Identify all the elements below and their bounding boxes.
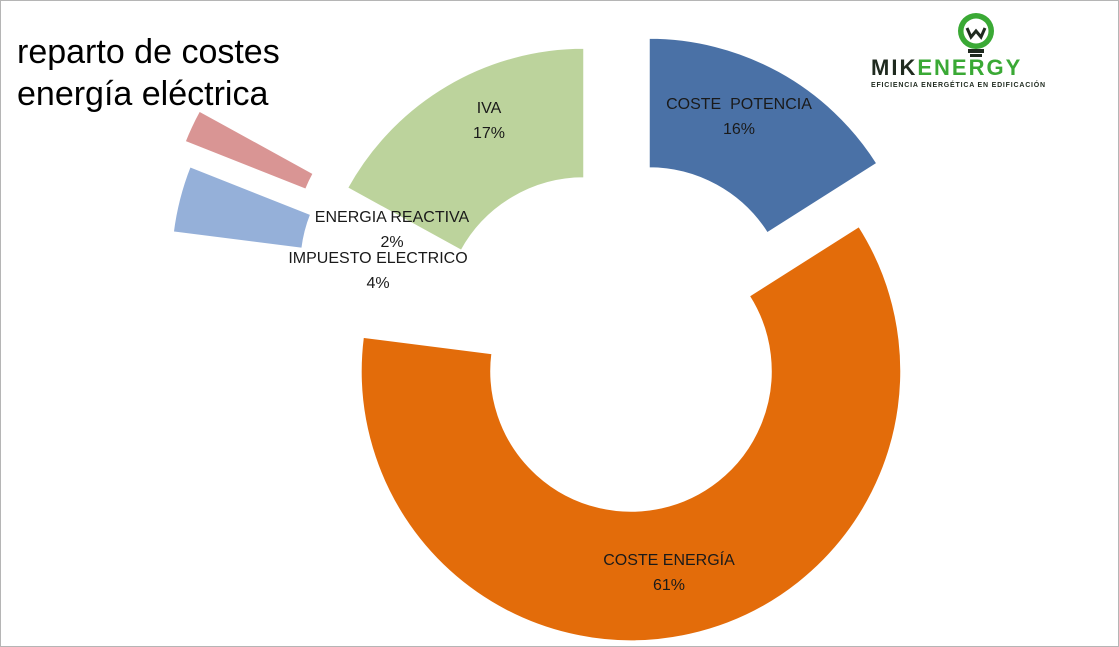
slice-impuesto-electrico [172,165,312,250]
slice-label-value: 61% [653,577,685,594]
slice-label: COSTE POTENCIA 16% [666,96,812,138]
slice-label-value: 4% [366,275,389,292]
chart-title: reparto de costes energía eléctrica [17,31,280,115]
logo-brand-part1: MIK [871,55,917,80]
chart-labels: COSTE POTENCIA 16% COSTE ENERGÍA 61% IMPUEST… [288,96,812,594]
svg-text:MIKENERGY: MIKENERGY [871,55,1022,80]
slice-label-name: ENERGIA REACTIVA [315,209,470,226]
logo-tagline: EFICIENCIA ENERGÉTICA EN EDIFICACIÓN [871,80,1046,89]
lightbulb-logo-icon [958,13,994,57]
slice-label-value: 2% [380,234,403,251]
logo-brand-part2: ENERGY [917,55,1022,80]
slice-label-name: COSTE ENERGÍA [603,550,735,569]
chart-slices [172,37,902,642]
chart-title-line-2: energía eléctrica [17,75,269,113]
slice-coste-energía [360,225,902,642]
chart-title-line-1: reparto de costes [17,33,280,71]
slice-label: IMPUESTO ELECTRICO 4% [288,250,467,292]
slice-iva [346,47,585,252]
slice-energia-reactiva [183,109,315,191]
slice-label-name: COSTE POTENCIA [666,96,812,113]
mikenergy-logo: MIKENERGY EFICIENCIA ENERGÉTICA EN EDIFI… [871,13,1046,89]
slice-label: ENERGIA REACTIVA 2% [315,209,470,251]
slice-label-name: IMPUESTO ELECTRICO [288,250,467,267]
slice-label: IVA 17% [473,100,505,142]
slice-label-name: IVA [477,100,502,117]
slice-coste-potencia [648,37,879,235]
slice-label-value: 16% [723,121,755,138]
slice-label: COSTE ENERGÍA 61% [603,550,735,594]
slice-label-value: 17% [473,125,505,142]
